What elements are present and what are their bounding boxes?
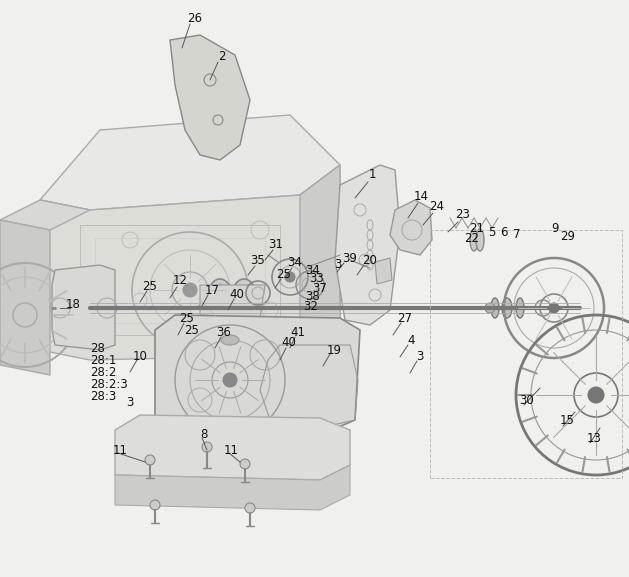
Text: 15: 15 [560, 414, 574, 428]
Circle shape [549, 303, 559, 313]
Text: 29: 29 [560, 230, 576, 242]
Polygon shape [200, 285, 265, 318]
Polygon shape [335, 165, 400, 325]
Text: 25: 25 [277, 268, 291, 280]
Circle shape [183, 283, 197, 297]
Text: 39: 39 [343, 252, 357, 264]
Text: 9: 9 [551, 222, 559, 234]
Polygon shape [390, 200, 432, 255]
Circle shape [202, 442, 212, 452]
Text: 1: 1 [368, 168, 376, 182]
Text: 25: 25 [179, 313, 194, 325]
Text: 3: 3 [334, 258, 342, 272]
Text: 28:2: 28:2 [90, 365, 116, 379]
Text: 38: 38 [306, 290, 320, 304]
Polygon shape [52, 265, 115, 350]
Text: 6: 6 [500, 227, 508, 239]
Circle shape [245, 503, 255, 513]
Text: 18: 18 [65, 298, 81, 310]
Ellipse shape [476, 229, 484, 251]
Text: 28: 28 [90, 342, 105, 354]
Text: 4: 4 [407, 334, 415, 347]
Text: 30: 30 [520, 394, 535, 407]
Text: 37: 37 [313, 282, 328, 294]
Text: 28:1: 28:1 [90, 354, 116, 366]
Text: 31: 31 [269, 238, 284, 252]
Text: 3: 3 [126, 395, 134, 409]
Text: 11: 11 [223, 444, 238, 456]
Ellipse shape [470, 229, 478, 251]
Text: 26: 26 [187, 12, 203, 24]
Polygon shape [115, 415, 350, 480]
Text: 5: 5 [488, 226, 496, 238]
Text: 21: 21 [469, 222, 484, 234]
Text: 40: 40 [230, 287, 245, 301]
Polygon shape [40, 115, 340, 210]
Circle shape [240, 459, 250, 469]
Text: 3: 3 [416, 350, 424, 362]
Ellipse shape [213, 284, 227, 302]
Polygon shape [170, 35, 250, 160]
Text: 11: 11 [113, 444, 128, 456]
Circle shape [588, 387, 604, 403]
Circle shape [145, 455, 155, 465]
Circle shape [150, 500, 160, 510]
Ellipse shape [491, 298, 499, 318]
Text: 25: 25 [143, 279, 157, 293]
Text: 19: 19 [326, 343, 342, 357]
Ellipse shape [233, 279, 255, 307]
Text: 27: 27 [398, 312, 413, 324]
Polygon shape [300, 165, 340, 355]
Ellipse shape [502, 298, 512, 318]
Bar [95, 238, 265, 323]
Text: 22: 22 [464, 231, 479, 245]
Polygon shape [0, 200, 90, 230]
Text: 14: 14 [413, 189, 428, 203]
Text: 23: 23 [455, 208, 470, 222]
Text: 13: 13 [587, 432, 601, 444]
Ellipse shape [516, 298, 524, 318]
Polygon shape [115, 465, 350, 510]
Polygon shape [155, 315, 360, 435]
Text: 24: 24 [430, 200, 445, 213]
Text: 10: 10 [133, 350, 147, 362]
Text: 32: 32 [304, 301, 318, 313]
Text: 17: 17 [204, 284, 220, 298]
Polygon shape [375, 258, 392, 284]
Text: 35: 35 [250, 253, 265, 267]
Text: 28:3: 28:3 [90, 389, 116, 403]
Text: 28:2:3: 28:2:3 [90, 377, 128, 391]
Ellipse shape [209, 279, 231, 307]
Text: 34: 34 [287, 257, 303, 269]
Circle shape [485, 303, 495, 313]
Text: 25: 25 [184, 324, 199, 336]
Polygon shape [40, 165, 340, 360]
Text: 2: 2 [218, 51, 226, 63]
Text: 36: 36 [216, 325, 231, 339]
Text: 20: 20 [362, 253, 377, 267]
Circle shape [285, 272, 295, 282]
Text: 41: 41 [291, 325, 306, 339]
Text: 7: 7 [513, 227, 521, 241]
Text: 33: 33 [309, 272, 325, 284]
Bar [80, 225, 280, 335]
Text: 8: 8 [200, 429, 208, 441]
Text: 34: 34 [306, 264, 320, 276]
Text: 12: 12 [172, 275, 187, 287]
Circle shape [223, 373, 237, 387]
Ellipse shape [221, 335, 239, 345]
Text: 40: 40 [282, 336, 296, 350]
Polygon shape [0, 220, 50, 375]
